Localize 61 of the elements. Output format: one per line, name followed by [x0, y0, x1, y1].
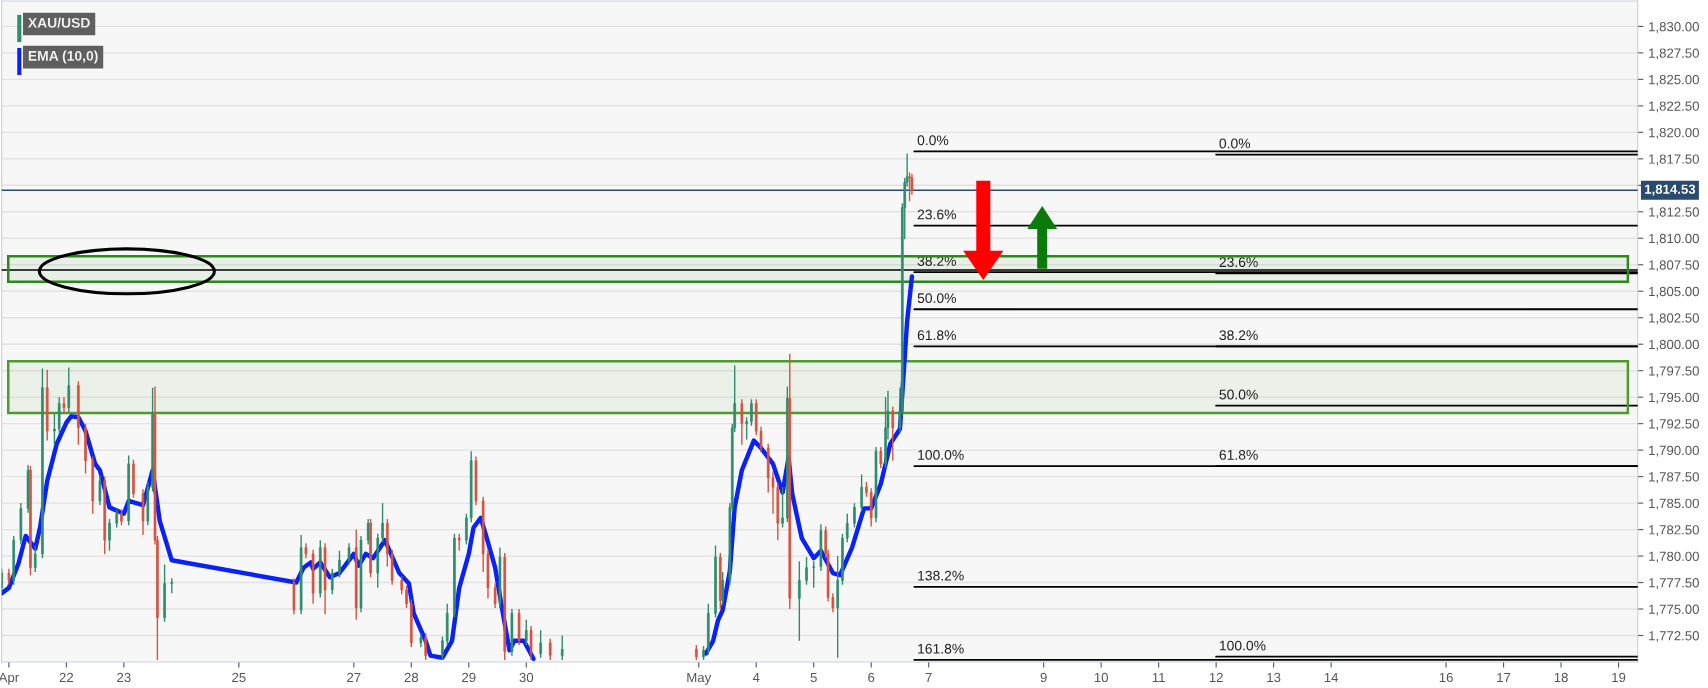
x-tick-label: 18	[1554, 672, 1568, 683]
x-tick-label: 12	[1209, 672, 1223, 682]
y-tick-label: 1,820.00	[1649, 127, 1699, 139]
y-tick-label: 1,782.50	[1649, 525, 1699, 537]
x-tick-label: 4	[752, 672, 760, 682]
x-tick-label: 10	[1094, 672, 1108, 683]
y-tick-label: 1,802.50	[1649, 313, 1699, 325]
x-tick-label: 27	[347, 672, 361, 682]
legend-label: XAU/USD	[28, 17, 90, 28]
y-tick-label: 1,772.50	[1649, 631, 1699, 642]
y-tick-label: 1,830.00	[1649, 21, 1699, 33]
annotation: 0.0%	[917, 135, 949, 146]
x-tick-label: 16	[1439, 672, 1453, 683]
x-tick-label: 30	[519, 672, 534, 683]
x-tick-label: 5	[810, 672, 817, 683]
x-tick-label: 28	[404, 672, 419, 683]
annotation: 23.6%	[1219, 257, 1258, 268]
x-tick-label: 29	[462, 672, 476, 683]
y-tick-label: 1,810.00	[1649, 233, 1699, 245]
annotation: 100.0%	[1219, 640, 1266, 651]
y-tick-label: 1,792.50	[1649, 419, 1699, 431]
y-tick-label: 1,780.00	[1649, 551, 1699, 563]
x-tick-label: 9	[1040, 672, 1047, 683]
y-tick-label: 1,825.00	[1649, 74, 1699, 86]
y-tick-label: 1,827.50	[1649, 48, 1699, 60]
x-tick-label: 7	[925, 672, 932, 682]
annotation: 0.0%	[1219, 138, 1251, 149]
x-tick-label: 19	[1612, 672, 1626, 683]
x-tick-label: 14	[1324, 672, 1339, 682]
x-tick-label: 23	[117, 672, 131, 683]
annotation: 61.8%	[917, 330, 956, 341]
annotation: 161.8%	[918, 643, 964, 654]
y-tick-label: 1,812.50	[1649, 207, 1699, 219]
y-tick-label: 1,777.50	[1649, 578, 1699, 590]
y-tick-label: 1,775.00	[1649, 604, 1699, 616]
y-tick-label: 1,797.50	[1649, 366, 1699, 378]
annotation: 50.0%	[917, 293, 956, 304]
y-tick-label: 1,787.50	[1649, 472, 1699, 484]
x-tick-label: 22	[59, 672, 74, 682]
ref-line-label: 1,814.53	[1645, 184, 1696, 196]
annotation: 61.8%	[1219, 449, 1258, 460]
x-tick-label: 13	[1267, 672, 1281, 683]
y-tick-label: 1,790.00	[1649, 445, 1699, 457]
x-tick-label: 25	[232, 672, 246, 683]
x-tick-label: 17	[1497, 672, 1511, 682]
x-tick-label: May	[687, 672, 712, 685]
y-tick-label: 1,817.50	[1649, 154, 1699, 166]
y-tick-label: 1,822.50	[1649, 101, 1699, 113]
annotation: 23.6%	[917, 209, 956, 220]
y-tick-label: 1,795.00	[1649, 392, 1699, 404]
legend-label: EMA (10,0)	[28, 50, 98, 64]
annotation: 138.2%	[918, 570, 964, 581]
x-tick-label: 11	[1152, 672, 1165, 682]
annotation: 38.2%	[1219, 330, 1258, 341]
annotation: 50.0%	[1219, 389, 1258, 400]
x-tick-label: 6	[868, 672, 875, 683]
y-tick-label: 1,807.50	[1649, 260, 1699, 272]
y-tick-label: 1,805.00	[1649, 286, 1699, 298]
y-tick-label: 1,785.00	[1649, 498, 1699, 510]
annotation: 100.0%	[918, 449, 964, 460]
y-tick-label: 1,800.00	[1649, 339, 1699, 351]
